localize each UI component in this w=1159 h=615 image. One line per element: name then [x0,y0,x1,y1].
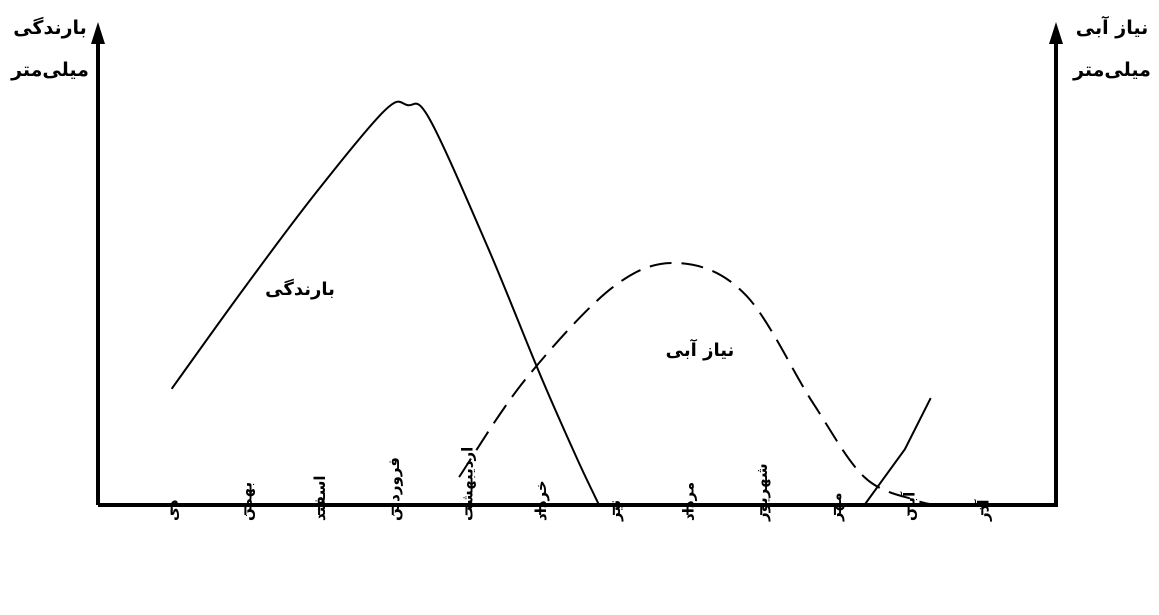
y-axis-left-arrow [91,22,105,44]
x-tick-label-11: آبان [901,491,919,521]
x-tick-label-10: مهر [827,492,845,522]
series-layer [170,100,939,506]
x-tick-label-8: مرداد [680,482,698,521]
x-ticks [170,505,984,515]
axes [91,22,1063,507]
water-need-series-label: نیاز آبی [666,338,735,361]
x-tick-label-6: خرداد [532,480,550,521]
y-axis-right-label-line2: میلی‌متر [1072,59,1151,81]
x-tick-label-7: تیر [606,500,624,522]
x-tick-label-12: آذر [974,499,992,522]
y-axis-left-label: بارندگی میلی‌متر [10,16,89,81]
y-axis-left-label-line2: میلی‌متر [10,59,89,81]
y-axis-right-label: نیاز آبی میلی‌متر [1072,15,1151,81]
rainfall-series-label: بارندگی [265,278,335,300]
y-axis-right-label-line1: نیاز آبی [1076,15,1148,39]
x-tick-labels: دی بهمن اسفند فروردین اردیبهشت خرداد تیر مرداد ش… [164,447,993,522]
y-axis-left-label-line1: بارندگی [13,16,87,39]
x-tick-label-2: بهمن [237,482,255,521]
water-need-line [458,261,939,506]
x-tick-label-1: دی [164,499,182,521]
x-tick-label-3: اسفند [311,476,329,521]
x-tick-label-4: فروردین [385,457,403,521]
rainfall-line-late [863,397,932,506]
rainfall-line [170,100,601,506]
x-tick-label-5: اردیبهشت [458,447,476,521]
y-axis-right-arrow [1049,22,1063,44]
x-tick-label-9: شهریور [753,463,771,522]
